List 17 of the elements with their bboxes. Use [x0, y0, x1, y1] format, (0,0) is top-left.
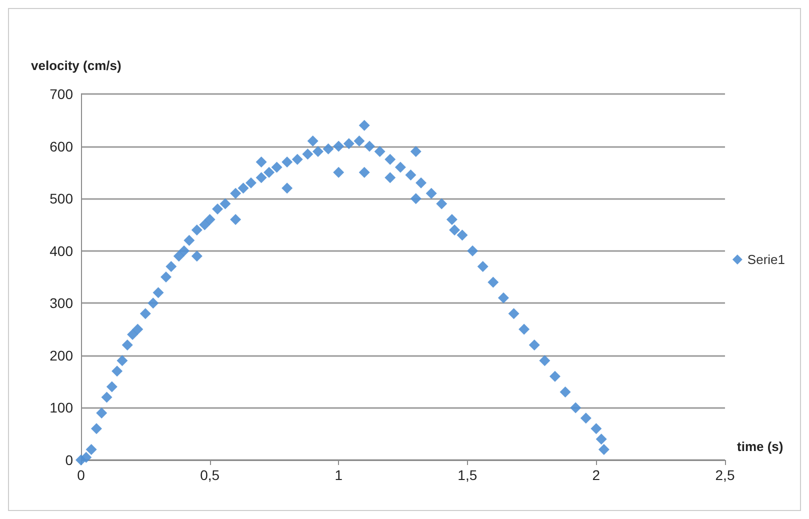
- x-tick-label: 2: [592, 467, 600, 483]
- y-tick-label: 100: [50, 400, 74, 416]
- x-tick-label: 2,5: [715, 467, 735, 483]
- x-tick-label: 0: [77, 467, 86, 483]
- x-tick-label: 1: [334, 467, 343, 483]
- y-tick-label: 0: [65, 452, 74, 468]
- y-tick-label: 500: [50, 190, 74, 207]
- y-tick-label: 700: [50, 86, 74, 102]
- x-tick-label: 0,5: [200, 467, 220, 483]
- x-axis-title: time (s): [737, 439, 784, 454]
- y-axis-title: velocity (cm/s): [31, 58, 122, 73]
- x-tick-label: 1,5: [458, 467, 478, 483]
- y-tick-label: 200: [50, 347, 74, 364]
- y-tick-label: 600: [50, 138, 74, 154]
- y-tick-label: 400: [50, 242, 74, 259]
- y-tick-label: 300: [50, 295, 74, 312]
- legend-label: Serie1: [747, 252, 785, 267]
